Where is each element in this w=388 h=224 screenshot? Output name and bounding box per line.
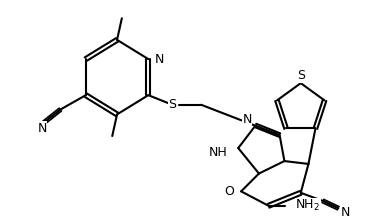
Text: N: N — [242, 113, 252, 126]
Text: S: S — [297, 69, 305, 82]
Text: N: N — [37, 122, 47, 135]
Text: O: O — [225, 185, 234, 198]
Text: N: N — [154, 53, 164, 66]
Text: NH: NH — [209, 146, 228, 159]
Text: N: N — [341, 206, 350, 219]
Text: S: S — [168, 98, 177, 111]
Text: NH$_2$: NH$_2$ — [296, 198, 320, 213]
